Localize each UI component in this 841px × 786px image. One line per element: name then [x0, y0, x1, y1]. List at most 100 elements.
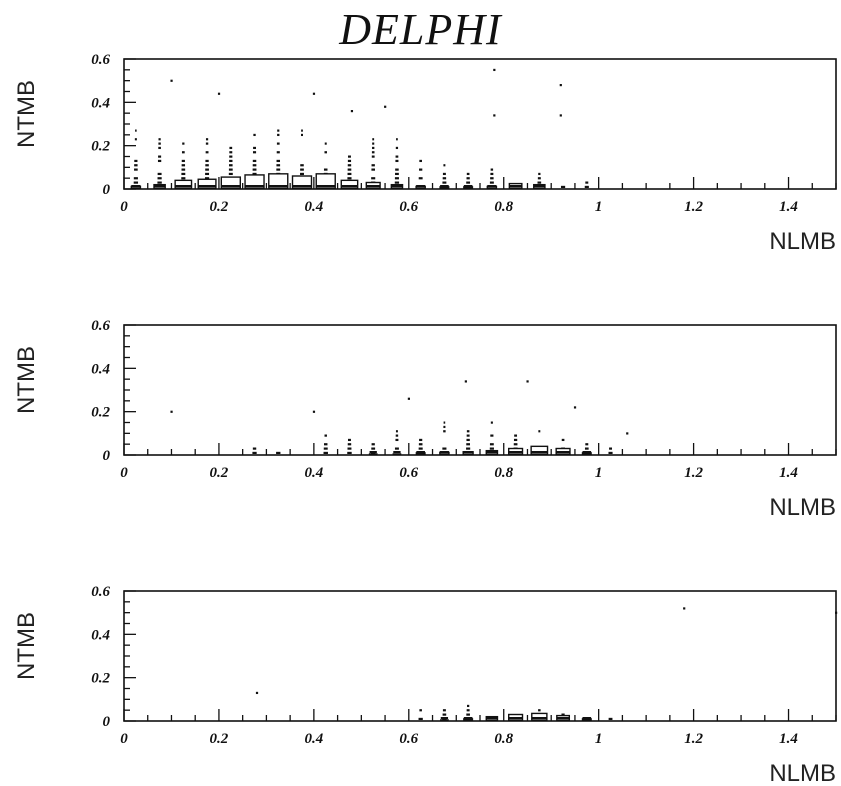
data-point [372, 138, 375, 141]
y-axis-label: NTMB [13, 612, 40, 680]
data-point [608, 717, 613, 721]
x-tick-label: 0.6 [399, 199, 418, 215]
data-point [157, 159, 162, 163]
y-tick-label: 0.2 [91, 139, 110, 155]
x-tick-label: 0.8 [494, 731, 513, 747]
data-box [174, 179, 193, 189]
x-tick-label: 0.4 [304, 731, 323, 747]
data-point [371, 443, 375, 446]
data-point [253, 133, 256, 137]
data-point [181, 151, 185, 154]
data-point [158, 155, 162, 158]
data-point [252, 172, 257, 176]
outlier-point [526, 380, 529, 383]
x-tick-label: 1.4 [779, 465, 798, 481]
data-box [463, 186, 474, 189]
data-point [301, 129, 303, 132]
data-point [395, 438, 399, 442]
data-point [181, 159, 185, 163]
data-point [347, 443, 352, 446]
y-tick-label: 0 [103, 714, 111, 730]
data-point [442, 181, 447, 184]
data-point [467, 704, 470, 708]
data-point [252, 451, 257, 455]
data-point [134, 168, 138, 171]
data-point [466, 713, 470, 716]
plot-frame [123, 324, 837, 456]
data-point [277, 133, 280, 137]
data-point [229, 146, 233, 150]
data-point [181, 172, 186, 176]
data-point [419, 159, 422, 163]
data-point [466, 430, 470, 433]
data-point [133, 181, 139, 184]
data-point [371, 151, 375, 154]
data-point [394, 447, 399, 450]
data-point [252, 168, 257, 171]
data-point [538, 709, 541, 712]
data-point [466, 434, 470, 437]
data-point [252, 164, 257, 167]
data-point [347, 155, 351, 158]
data-point [395, 146, 399, 150]
panel-2: 0 0.2 0.4 0.6 0.8 1 1.2 1.4 0 0.2 0.4 0.6 NLMB NTMB [13, 318, 837, 521]
data-point [395, 168, 399, 171]
outlier-point [559, 114, 562, 117]
data-point [396, 138, 398, 141]
data-point [561, 438, 565, 442]
data-point [276, 164, 281, 167]
y-tick-label: 0 [103, 448, 111, 464]
x-tick-label: 1.2 [684, 465, 703, 481]
x-tick-label: 0.4 [304, 465, 323, 481]
data-point [395, 430, 398, 433]
data-point [443, 425, 446, 429]
data-point [585, 181, 589, 184]
data-point [134, 138, 137, 141]
outlier-point [217, 92, 221, 95]
data-point [133, 177, 138, 180]
data-point [561, 713, 565, 716]
data-box [581, 452, 592, 455]
data-point [205, 164, 209, 167]
x-tick-label: 1.2 [684, 199, 703, 215]
data-point [443, 164, 446, 167]
outlier-point [170, 410, 173, 413]
data-point [513, 443, 518, 446]
data-point [324, 443, 328, 446]
data-point [419, 168, 423, 171]
data-point [347, 159, 352, 163]
data-point [608, 451, 613, 455]
data-point [419, 709, 422, 712]
data-point [514, 434, 518, 437]
x-tick-label: 1 [595, 731, 603, 747]
data-point [394, 177, 399, 180]
data-point [158, 142, 161, 145]
data-point [466, 443, 470, 446]
data-point [324, 151, 327, 154]
data-point [300, 168, 304, 171]
data-point [560, 185, 566, 189]
data-point [489, 447, 494, 450]
data-point [442, 177, 447, 180]
data-point [371, 155, 375, 158]
x-axis-label: NLMB [769, 760, 836, 786]
x-tick-label: 1.4 [779, 731, 798, 747]
data-point [395, 434, 399, 437]
data-point [466, 172, 470, 176]
y-tick-label: 0.2 [91, 405, 110, 421]
outlier-point [464, 380, 467, 383]
x-tick-label: 1.2 [684, 731, 703, 747]
data-point [443, 430, 446, 433]
data-point [584, 185, 589, 189]
x-tick-label: 0.8 [494, 465, 513, 481]
data-point [253, 146, 256, 150]
data-box [530, 445, 549, 455]
data-point [538, 430, 541, 433]
data-point [157, 177, 162, 180]
data-point [181, 164, 186, 167]
y-axis-label: NTMB [13, 346, 40, 414]
outlier-point [626, 432, 629, 435]
data-box [268, 173, 289, 189]
data-point [347, 172, 352, 176]
